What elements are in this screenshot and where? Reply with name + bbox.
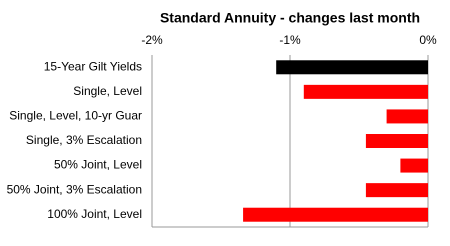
y-tick-label: 50% Joint, 3% Escalation bbox=[7, 182, 142, 196]
y-tick-label: Single, Level bbox=[73, 84, 142, 98]
x-tick-label: 0% bbox=[419, 33, 437, 47]
y-tick-label: 100% Joint, Level bbox=[47, 207, 142, 221]
bar bbox=[243, 207, 428, 222]
bar bbox=[386, 109, 428, 124]
bar bbox=[365, 134, 428, 148]
bar bbox=[400, 158, 428, 173]
bar bbox=[365, 183, 428, 198]
chart: Standard Annuity - changes last month -2… bbox=[7, 10, 437, 228]
x-tick-label: -1% bbox=[279, 33, 301, 47]
bar bbox=[276, 60, 428, 75]
y-tick-label: Single, Level, 10-yr Guar bbox=[9, 109, 142, 123]
bar bbox=[303, 84, 428, 99]
y-tick-label: 50% Joint, Level bbox=[54, 158, 142, 172]
chart-title: Standard Annuity - changes last month bbox=[160, 10, 420, 26]
y-tick-label: Single, 3% Escalation bbox=[26, 133, 142, 147]
y-tick-label: 15-Year Gilt Yields bbox=[44, 59, 142, 73]
x-tick-label: -2% bbox=[141, 33, 163, 47]
